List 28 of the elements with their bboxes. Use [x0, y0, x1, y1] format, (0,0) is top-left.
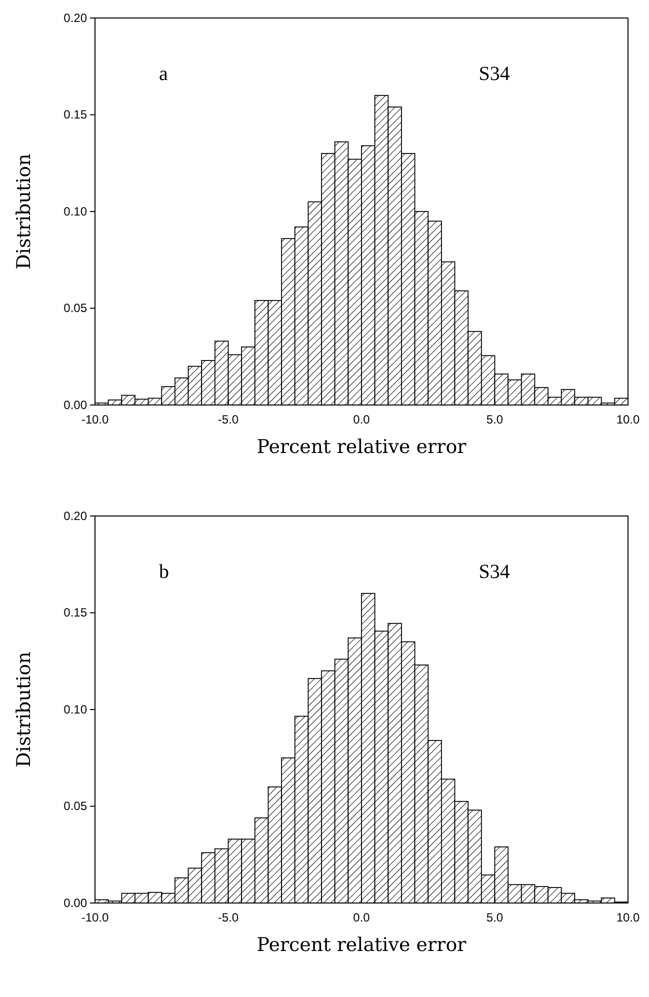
- annotation: b: [158, 561, 169, 583]
- y-tick-label: 0.20: [64, 508, 88, 523]
- y-tick-label: 0.10: [64, 204, 88, 218]
- x-tick-label: 10.0: [616, 910, 640, 925]
- x-tick-label: 5.0: [486, 412, 504, 427]
- x-axis-title: Percent relative error: [256, 436, 468, 458]
- y-tick-label: 0.05: [64, 799, 88, 814]
- x-tick-label: 5.0: [486, 910, 504, 925]
- y-tick-label: 0.20: [64, 10, 88, 25]
- y-tick-label: 0.10: [64, 702, 88, 716]
- y-tick-label: 0.00: [64, 398, 88, 412]
- y-tick-label: 0.15: [64, 108, 88, 122]
- x-tick-label: -10.0: [81, 412, 109, 427]
- y-tick-label: 0.00: [64, 896, 88, 910]
- x-tick-label: -10.0: [81, 910, 109, 925]
- x-tick-label: 10.0: [616, 412, 640, 427]
- annotation: a: [158, 63, 168, 85]
- y-tick-label: 0.05: [64, 301, 88, 316]
- x-tick-label: -5.0: [218, 910, 239, 925]
- y-tick-label: 0.15: [64, 606, 88, 620]
- x-tick-label: 0.0: [353, 412, 370, 427]
- x-tick-label: 0.0: [353, 910, 370, 925]
- x-tick-label: -5.0: [218, 412, 239, 427]
- x-axis-title: Percent relative error: [256, 934, 468, 956]
- annotation: S34: [478, 63, 510, 85]
- annotation: S34: [478, 561, 510, 583]
- y-axis-title: Distribution: [13, 652, 35, 768]
- y-axis-title: Distribution: [13, 154, 35, 270]
